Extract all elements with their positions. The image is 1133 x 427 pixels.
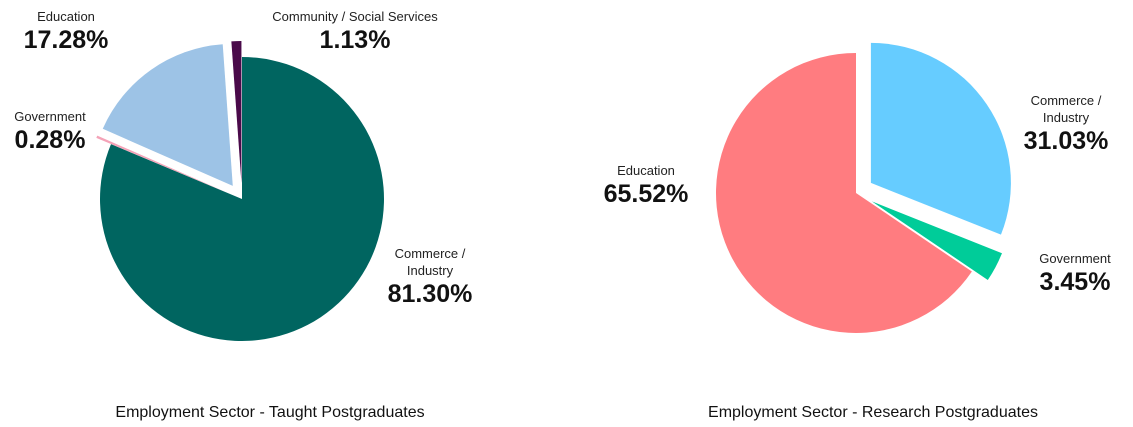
pie-chart-taught: Education 17.28% Community / Social Serv… [0, 0, 566, 427]
slice-label-community: Community / Social Services 1.13% [240, 8, 470, 55]
pie-slice-commerce-industry [870, 42, 1011, 235]
slice-percent: 3.45% [1039, 268, 1111, 296]
pie-svg-taught [96, 41, 384, 341]
slice-name: Commerce / [1030, 93, 1102, 108]
slice-label-government: Government 3.45% [1020, 250, 1130, 297]
slice-percent: 81.30% [387, 280, 473, 308]
pie-slice-education [716, 53, 972, 333]
slice-percent: 31.03% [1023, 127, 1109, 155]
slice-name: Government [1039, 251, 1111, 266]
chart-title-research: Employment Sector - Research Postgraduat… [708, 404, 1038, 421]
slice-name: Education [617, 163, 675, 178]
chart-title-taught: Employment Sector - Taught Postgraduates [115, 404, 425, 421]
slice-percent: 17.28% [23, 26, 109, 54]
slice-name: Government [14, 109, 86, 124]
pie-svg-research [716, 42, 1011, 333]
slice-label-commerce: Commerce / Industry 31.03% [1006, 92, 1126, 156]
pie-slice-government [96, 135, 228, 193]
slice-percent: 0.28% [14, 126, 86, 154]
pie-slice-commerce-industry [99, 57, 384, 341]
slice-name: Industry [1042, 110, 1090, 125]
slice-label-education: Education 17.28% [6, 8, 126, 55]
slice-label-education: Education 65.52% [586, 162, 706, 209]
slice-percent: 65.52% [603, 180, 689, 208]
slice-name: Education [37, 9, 95, 24]
slice-label-commerce: Commerce / Industry 81.30% [360, 245, 500, 309]
pie-slice-education [102, 44, 233, 186]
pie-slice-community-social-services [231, 41, 242, 184]
pie-slice-government [871, 201, 1002, 280]
slice-name: Community / Social Services [272, 9, 438, 24]
slice-name: Industry [406, 263, 454, 278]
slice-label-government: Government 0.28% [0, 108, 100, 155]
slice-name: Commerce / [394, 246, 466, 261]
pie-chart-research: Commerce / Industry 31.03% Education 65.… [566, 0, 1133, 427]
slice-percent: 1.13% [319, 26, 391, 54]
